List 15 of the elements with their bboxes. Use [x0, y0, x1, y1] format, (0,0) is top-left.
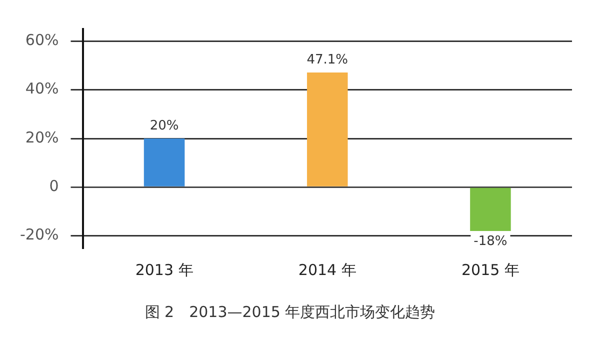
bar	[306, 72, 348, 186]
x-tick-label: 2014 年	[298, 260, 356, 279]
y-tick-label: 40%	[25, 80, 59, 98]
data-label: 47.1%	[306, 52, 348, 68]
x-tick-label: 2015 年	[461, 260, 520, 279]
y-tick-label: -20%	[20, 226, 59, 244]
y-tick-label: 20%	[25, 128, 59, 146]
y-tick-label: 0	[49, 177, 59, 196]
y-tick-label: 60%	[25, 31, 59, 50]
data-label: -18%	[474, 234, 508, 249]
data-label: 20%	[150, 118, 179, 134]
x-tick-label: 2013 年	[135, 260, 194, 279]
text: 图 2 2013—2015 年度西北市场变化趋势	[144, 302, 436, 321]
bar	[470, 188, 511, 231]
bar	[144, 138, 185, 186]
